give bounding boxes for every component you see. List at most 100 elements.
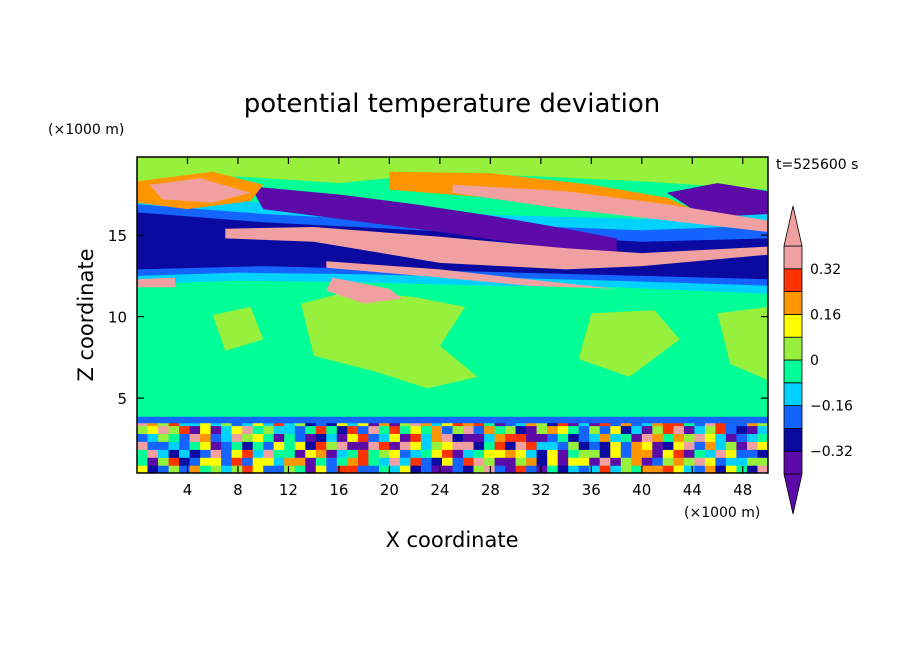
- colorbar-segment: [783, 268, 803, 292]
- field-cell: [473, 425, 485, 434]
- field-cell: [242, 441, 254, 450]
- field-cell: [179, 433, 191, 442]
- field-cell: [200, 425, 212, 434]
- field-cell: [431, 441, 443, 450]
- field-cell: [147, 425, 159, 434]
- x-tick-label: 16: [329, 481, 348, 499]
- field-cell: [168, 465, 180, 473]
- field-cell: [484, 457, 496, 466]
- field-cell: [526, 465, 538, 473]
- field-cell: [158, 449, 170, 458]
- field-cell: [736, 441, 748, 450]
- field-cell: [273, 441, 285, 450]
- field-cell: [652, 433, 664, 442]
- field-cell: [252, 433, 264, 442]
- field-cell: [168, 449, 180, 458]
- field-cell: [357, 457, 369, 466]
- field-cell: [557, 457, 569, 466]
- field-cell: [620, 449, 632, 458]
- field-cell: [662, 433, 674, 442]
- field-cell: [179, 457, 191, 466]
- field-cell: [221, 449, 233, 458]
- field-cell: [683, 465, 695, 473]
- field-cell: [442, 449, 454, 458]
- field-cell: [610, 449, 622, 458]
- field-cell: [200, 433, 212, 442]
- field-cell: [757, 425, 768, 434]
- field-cell: [725, 449, 737, 458]
- field-cell: [442, 425, 454, 434]
- field-cell: [694, 449, 706, 458]
- field-cell: [179, 425, 191, 434]
- field-cell: [652, 441, 664, 450]
- field-cell: [452, 465, 464, 473]
- field-cell: [568, 441, 580, 450]
- field-cell: [452, 441, 464, 450]
- field-cell: [683, 425, 695, 434]
- field-cell: [515, 441, 527, 450]
- field-cell: [463, 425, 475, 434]
- field-cell: [378, 449, 390, 458]
- field-cell: [336, 449, 348, 458]
- field-cell: [284, 433, 296, 442]
- field-cell: [547, 465, 559, 473]
- field-cell: [189, 465, 201, 473]
- x-tick-label: 20: [380, 481, 399, 499]
- field-cell: [599, 441, 611, 450]
- field-cell: [557, 441, 569, 450]
- field-cell: [536, 433, 548, 442]
- field-cell: [641, 449, 653, 458]
- field-cell: [484, 433, 496, 442]
- field-cell: [652, 457, 664, 466]
- field-cell: [463, 465, 475, 473]
- field-cell: [420, 433, 432, 442]
- field-cell: [557, 433, 569, 442]
- field-cell: [473, 465, 485, 473]
- field-cell: [747, 433, 759, 442]
- colorbar-tick-label: −0.16: [810, 399, 853, 415]
- field-cell: [137, 433, 149, 442]
- field-cell: [442, 433, 454, 442]
- field-cell: [242, 433, 254, 442]
- field-cell: [610, 441, 622, 450]
- field-cell: [747, 441, 759, 450]
- field-cell: [704, 433, 716, 442]
- field-cell: [294, 449, 306, 458]
- colorbar-segment: [783, 405, 803, 429]
- field-cell: [189, 425, 201, 434]
- field-cell: [399, 433, 411, 442]
- field-cell: [515, 433, 527, 442]
- field-cell: [484, 441, 496, 450]
- field-cell: [704, 449, 716, 458]
- field-cell: [589, 425, 601, 434]
- y-tick-label: 15: [108, 227, 127, 245]
- field-cell: [147, 449, 159, 458]
- field-cell: [284, 465, 296, 473]
- field-cell: [231, 457, 243, 466]
- region-strong-positive: [326, 277, 402, 304]
- x-axis-label: X coordinate: [385, 528, 518, 552]
- field-cell: [284, 441, 296, 450]
- field-cell: [557, 425, 569, 434]
- field-cell: [231, 425, 243, 434]
- field-cell: [200, 441, 212, 450]
- field-cell: [389, 465, 401, 473]
- field-cell: [399, 425, 411, 434]
- colorbar-segment: [783, 245, 803, 270]
- field-cell: [179, 441, 191, 450]
- field-cell: [757, 449, 768, 458]
- field-cell: [158, 433, 170, 442]
- field-cell: [715, 457, 727, 466]
- field-cell: [368, 425, 380, 434]
- field-cell: [463, 433, 475, 442]
- field-cell: [662, 425, 674, 434]
- field-cell: [484, 465, 496, 473]
- field-cell: [263, 465, 275, 473]
- field-cell: [431, 433, 443, 442]
- region-strong-positive: [326, 261, 617, 289]
- field-cell: [315, 425, 327, 434]
- region-strong-positive: [225, 227, 768, 270]
- field-cell: [704, 457, 716, 466]
- field-cell: [620, 441, 632, 450]
- field-cell: [252, 441, 264, 450]
